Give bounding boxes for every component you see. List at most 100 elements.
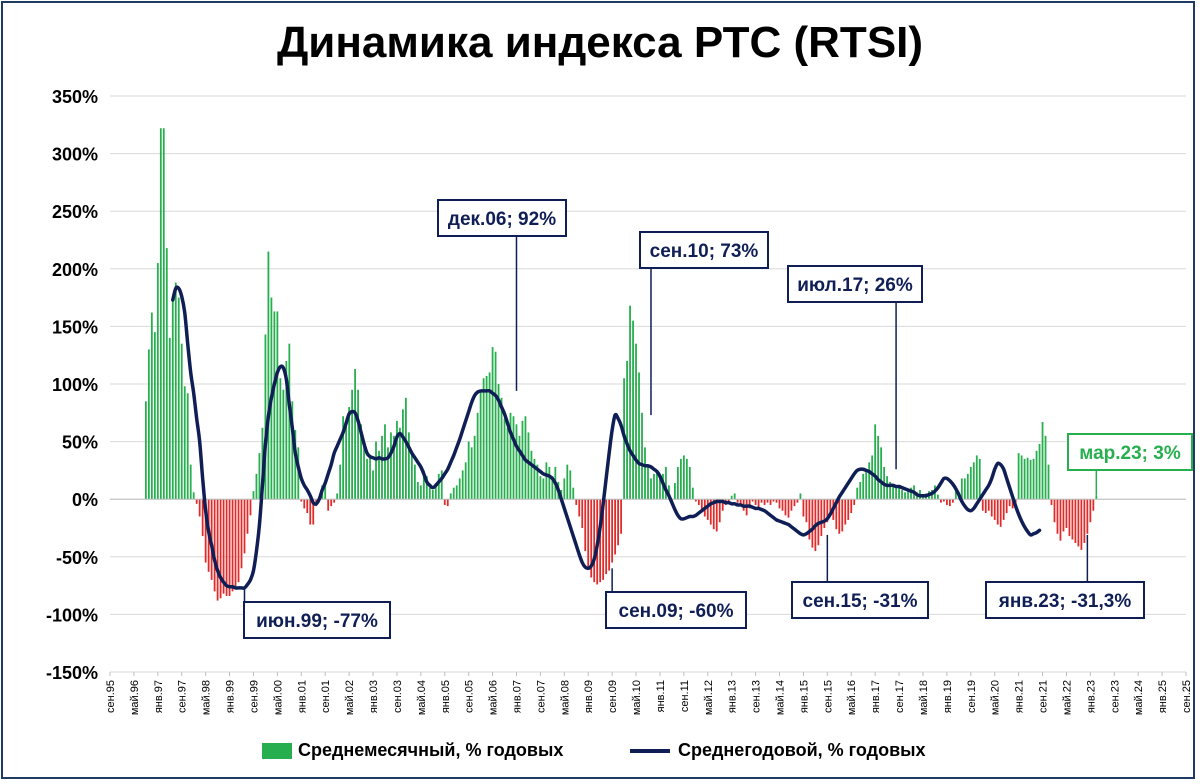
- bar: [150, 312, 153, 500]
- bar: [605, 499, 608, 575]
- bar: [488, 372, 491, 500]
- bar: [895, 485, 897, 500]
- bar: [416, 481, 419, 500]
- bar: [566, 464, 569, 500]
- bar: [246, 499, 249, 534]
- legend-item-monthly: Среднемесячный, % годовых: [262, 740, 563, 761]
- x-tick-label: май.04: [416, 680, 428, 715]
- bar: [551, 476, 554, 500]
- bar: [476, 412, 479, 500]
- bar: [781, 499, 784, 511]
- bar: [497, 384, 500, 500]
- x-tick-label: май.20: [990, 680, 1002, 715]
- bar: [171, 297, 174, 500]
- annotation-box: [985, 581, 1145, 619]
- bar: [1047, 464, 1050, 500]
- bar: [521, 420, 524, 500]
- bar: [626, 360, 628, 500]
- bar: [954, 487, 957, 500]
- bar: [231, 499, 234, 592]
- bar: [1071, 499, 1074, 540]
- y-tick-label: -100%: [46, 605, 98, 625]
- bar: [413, 464, 416, 500]
- bar: [491, 347, 494, 500]
- x-tick-label: май.22: [1061, 680, 1073, 715]
- bar: [189, 464, 192, 500]
- bar: [351, 389, 353, 500]
- x-tick-label: май.00: [272, 680, 284, 715]
- bar: [446, 499, 449, 507]
- bar: [1050, 499, 1053, 505]
- bar: [808, 499, 811, 540]
- y-tick-label: 250%: [52, 202, 98, 222]
- bar: [225, 499, 228, 596]
- bar: [978, 458, 981, 500]
- bar: [473, 435, 476, 500]
- bar: [963, 478, 966, 500]
- bar: [273, 311, 276, 500]
- bar: [584, 499, 587, 552]
- bar: [868, 462, 871, 500]
- x-tick-label: янв.07: [511, 680, 523, 713]
- y-tick-label: 200%: [52, 260, 98, 280]
- bar: [1068, 499, 1071, 537]
- bar: [309, 499, 312, 525]
- bar: [665, 466, 667, 500]
- annotation-label: дек.06; 92%: [448, 209, 556, 230]
- bar: [910, 487, 912, 500]
- bar: [303, 499, 306, 509]
- y-tick-label: 100%: [52, 375, 98, 395]
- x-tick-label: май.06: [488, 680, 500, 715]
- bar: [706, 499, 709, 520]
- bar: [856, 487, 859, 500]
- bar: [907, 489, 909, 500]
- annotation-label: сен.10; 73%: [650, 241, 759, 262]
- bar: [354, 369, 356, 500]
- bar: [859, 481, 862, 500]
- x-tick-label: сен.21: [1038, 680, 1050, 713]
- bar: [799, 493, 802, 500]
- bar: [252, 491, 255, 500]
- bar: [422, 470, 425, 500]
- bar: [659, 478, 661, 500]
- bar: [940, 499, 942, 503]
- x-tick-label: сен.95: [105, 680, 117, 713]
- bar: [366, 458, 368, 500]
- bar: [679, 458, 682, 500]
- bar: [993, 499, 996, 520]
- bar: [213, 499, 216, 592]
- bar: [279, 378, 282, 500]
- bar: [300, 499, 303, 502]
- bar: [999, 499, 1002, 527]
- bar: [653, 473, 655, 500]
- bar: [503, 418, 506, 500]
- bar: [219, 499, 222, 599]
- bar: [793, 499, 796, 507]
- bar: [602, 499, 605, 580]
- bar: [467, 441, 470, 500]
- bar: [892, 485, 894, 500]
- bar: [718, 499, 721, 523]
- bar: [987, 499, 990, 511]
- bar: [156, 263, 159, 500]
- bar: [527, 432, 530, 500]
- bar: [294, 430, 297, 500]
- bar: [195, 499, 198, 504]
- bar: [147, 349, 150, 500]
- y-tick-label: 350%: [52, 87, 98, 107]
- bar: [405, 397, 407, 500]
- bar: [494, 351, 497, 500]
- bar: [399, 427, 401, 500]
- x-tick-label: сен.07: [535, 680, 547, 713]
- bar: [1086, 499, 1089, 534]
- bar: [1065, 499, 1068, 528]
- bar: [384, 424, 386, 500]
- bar: [1077, 499, 1080, 547]
- bar: [222, 499, 225, 594]
- bar: [419, 485, 422, 500]
- bar: [1041, 422, 1044, 500]
- bar: [945, 499, 948, 505]
- bar: [901, 489, 903, 500]
- bar: [629, 305, 631, 500]
- x-tick-label: май.96: [129, 680, 141, 715]
